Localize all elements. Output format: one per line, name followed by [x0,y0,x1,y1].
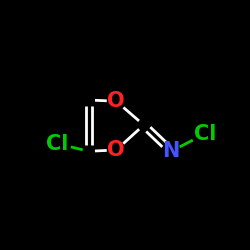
Text: N: N [162,141,180,161]
Text: O: O [108,140,125,160]
Text: Cl: Cl [194,124,216,144]
Text: Cl: Cl [46,134,69,154]
Text: O: O [108,91,125,111]
